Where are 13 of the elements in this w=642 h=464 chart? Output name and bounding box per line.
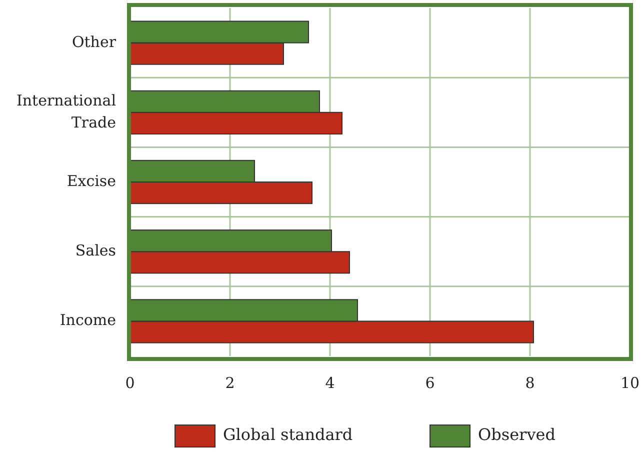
y-tick-label: Excise [66, 172, 116, 190]
x-tick-label: 4 [325, 374, 335, 392]
x-tick-label: 10 [620, 374, 640, 392]
x-tick-label: 2 [225, 374, 235, 392]
x-tick-label: 8 [525, 374, 535, 392]
y-tick-label: Other [72, 32, 117, 51]
x-tick-label: 0 [125, 374, 135, 392]
y-tick-label: International Trade [16, 91, 116, 132]
legend-label: Observed [478, 425, 556, 444]
y-tick-label: Sales [75, 241, 116, 260]
legend-label: Global standard [223, 425, 353, 444]
x-tick-label: 6 [425, 374, 435, 392]
y-tick-label: Income [60, 311, 116, 330]
